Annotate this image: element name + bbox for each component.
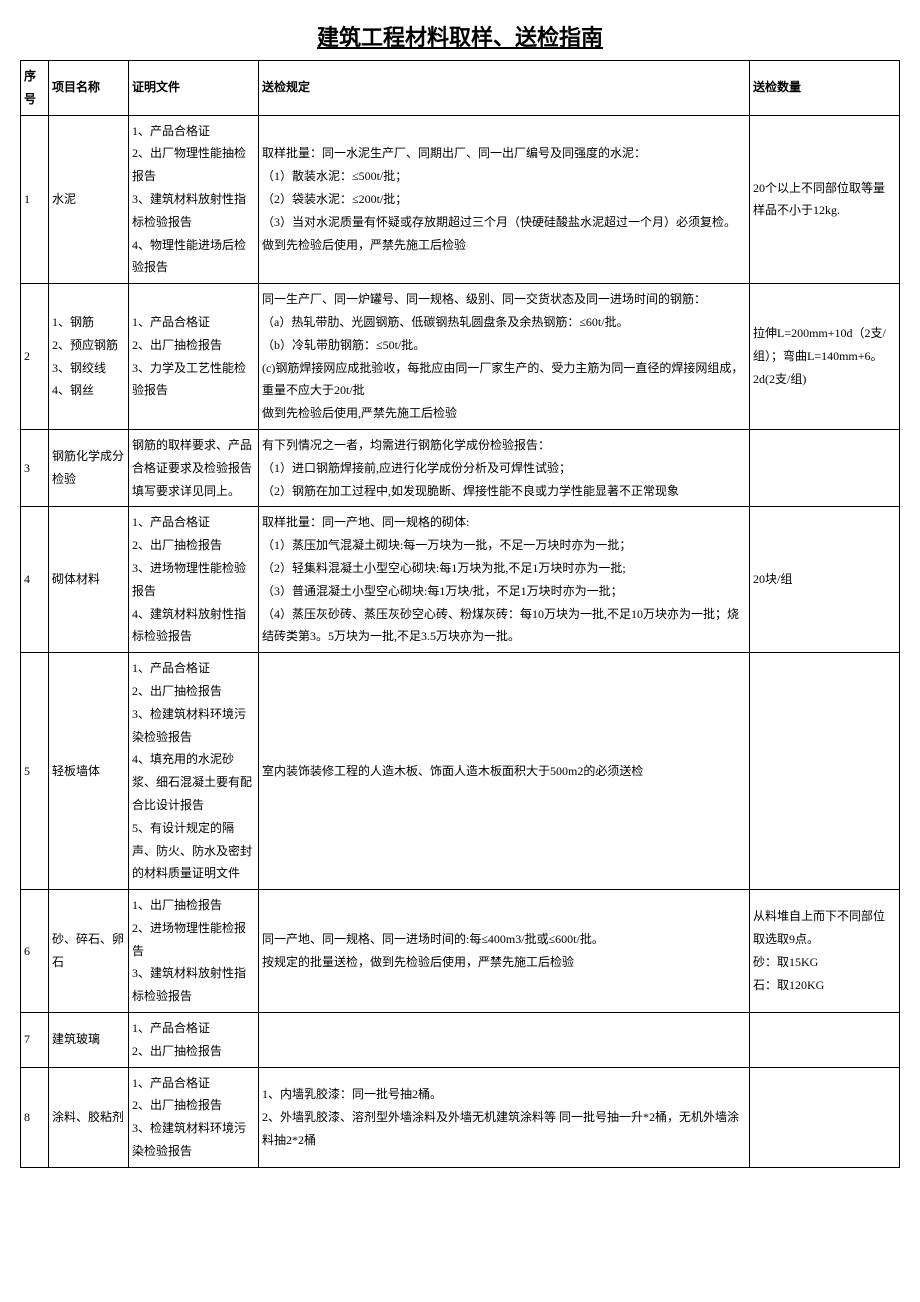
header-rule: 送检规定 xyxy=(259,61,750,116)
cell-seq: 1 xyxy=(21,115,49,284)
cell-seq: 5 xyxy=(21,653,49,890)
cell-qty xyxy=(750,429,900,506)
cell-rule: 室内装饰装修工程的人造木板、饰面人造木板面积大于500m2的必须送检 xyxy=(259,653,750,890)
cell-seq: 6 xyxy=(21,890,49,1013)
table-row: 4砌体材料1、产品合格证2、出厂抽检报告3、进场物理性能检验报告4、建筑材料放射… xyxy=(21,507,900,653)
header-name: 项目名称 xyxy=(49,61,129,116)
header-qty: 送检数量 xyxy=(750,61,900,116)
cell-name: 砌体材料 xyxy=(49,507,129,653)
cell-name: 涂料、胶粘剂 xyxy=(49,1067,129,1167)
cell-name: 水泥 xyxy=(49,115,129,284)
cell-doc: 1、产品合格证2、出厂抽检报告3、进场物理性能检验报告4、建筑材料放射性指标检验… xyxy=(129,507,259,653)
table-row: 6砂、碎石、卵石1、出厂抽检报告2、进场物理性能检报告3、建筑材料放射性指标检验… xyxy=(21,890,900,1013)
header-seq: 序号 xyxy=(21,61,49,116)
cell-rule xyxy=(259,1013,750,1068)
cell-name: 轻板墙体 xyxy=(49,653,129,890)
cell-doc: 1、产品合格证2、出厂抽检报告3、检建筑材料环境污染检验报告4、填充用的水泥砂浆… xyxy=(129,653,259,890)
table-row: 3钢筋化学成分检验钢筋的取样要求、产品合格证要求及检验报告填写要求详见同上。有下… xyxy=(21,429,900,506)
cell-doc: 1、产品合格证2、出厂物理性能抽检报告3、建筑材料放射性指标检验报告4、物理性能… xyxy=(129,115,259,284)
cell-rule: 同一生产厂、同一炉罐号、同一规格、级别、同一交货状态及同一进场时间的钢筋：（a）… xyxy=(259,284,750,430)
cell-seq: 3 xyxy=(21,429,49,506)
table-row: 5轻板墙体1、产品合格证2、出厂抽检报告3、检建筑材料环境污染检验报告4、填充用… xyxy=(21,653,900,890)
cell-qty: 拉伸L=200mm+10d（2支/组）；弯曲L=140mm+6。2d(2支/组) xyxy=(750,284,900,430)
cell-name: 钢筋化学成分检验 xyxy=(49,429,129,506)
cell-qty xyxy=(750,1013,900,1068)
cell-qty xyxy=(750,1067,900,1167)
cell-seq: 7 xyxy=(21,1013,49,1068)
cell-qty xyxy=(750,653,900,890)
material-table: 序号 项目名称 证明文件 送检规定 送检数量 1水泥1、产品合格证2、出厂物理性… xyxy=(20,60,900,1168)
table-row: 21、钢筋2、预应钢筋3、钢绞线4、钢丝1、产品合格证2、出厂抽检报告3、力学及… xyxy=(21,284,900,430)
cell-rule: 取样批量：同一水泥生产厂、同期出厂、同一出厂编号及同强度的水泥：（1）散装水泥：… xyxy=(259,115,750,284)
cell-qty: 从料堆自上而下不同部位取选取9点。砂：取15KG石：取120KG xyxy=(750,890,900,1013)
table-row: 7建筑玻璃1、产品合格证2、出厂抽检报告 xyxy=(21,1013,900,1068)
cell-seq: 4 xyxy=(21,507,49,653)
cell-qty: 20块/组 xyxy=(750,507,900,653)
table-row: 8涂料、胶粘剂1、产品合格证2、出厂抽检报告3、检建筑材料环境污染检验报告1、内… xyxy=(21,1067,900,1167)
cell-seq: 8 xyxy=(21,1067,49,1167)
cell-seq: 2 xyxy=(21,284,49,430)
cell-name: 砂、碎石、卵石 xyxy=(49,890,129,1013)
cell-rule: 取样批量：同一产地、同一规格的砌体:（1）蒸压加气混凝土砌块:每一万块为一批，不… xyxy=(259,507,750,653)
cell-doc: 钢筋的取样要求、产品合格证要求及检验报告填写要求详见同上。 xyxy=(129,429,259,506)
cell-rule: 有下列情况之一者，均需进行钢筋化学成份检验报告：（1）进口钢筋焊接前,应进行化学… xyxy=(259,429,750,506)
cell-doc: 1、产品合格证2、出厂抽检报告 xyxy=(129,1013,259,1068)
table-header-row: 序号 项目名称 证明文件 送检规定 送检数量 xyxy=(21,61,900,116)
page-title: 建筑工程材料取样、送检指南 xyxy=(20,20,900,52)
cell-qty: 20个以上不同部位取等量样品不小于12kg. xyxy=(750,115,900,284)
cell-doc: 1、产品合格证2、出厂抽检报告3、检建筑材料环境污染检验报告 xyxy=(129,1067,259,1167)
cell-doc: 1、产品合格证2、出厂抽检报告3、力学及工艺性能检验报告 xyxy=(129,284,259,430)
cell-rule: 1、内墙乳胶漆：同一批号抽2桶。2、外墙乳胶漆、溶剂型外墙涂料及外墙无机建筑涂料… xyxy=(259,1067,750,1167)
cell-name: 建筑玻璃 xyxy=(49,1013,129,1068)
header-doc: 证明文件 xyxy=(129,61,259,116)
cell-rule: 同一产地、同一规格、同一进场时间的:每≤400m3/批或≤600t/批。按规定的… xyxy=(259,890,750,1013)
cell-doc: 1、出厂抽检报告2、进场物理性能检报告3、建筑材料放射性指标检验报告 xyxy=(129,890,259,1013)
table-row: 1水泥1、产品合格证2、出厂物理性能抽检报告3、建筑材料放射性指标检验报告4、物… xyxy=(21,115,900,284)
cell-name: 1、钢筋2、预应钢筋3、钢绞线4、钢丝 xyxy=(49,284,129,430)
